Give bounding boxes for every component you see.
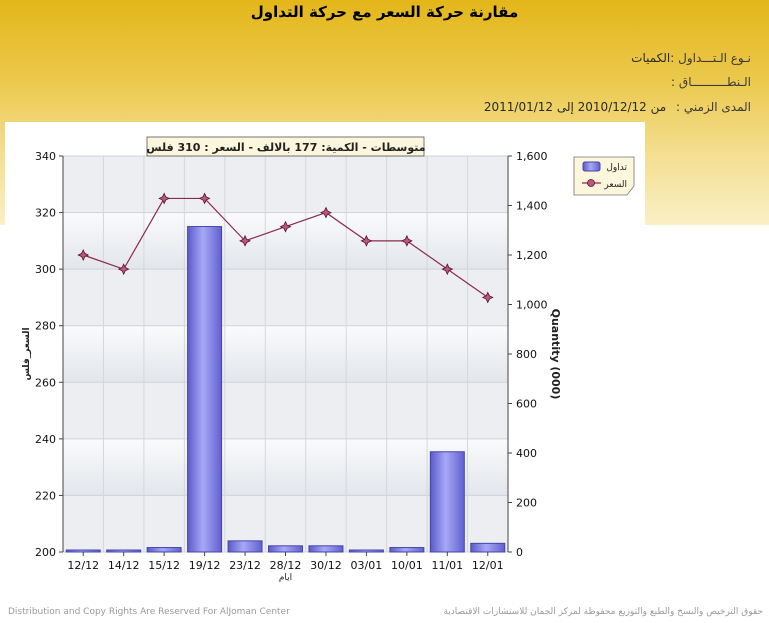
legend-swatch-bar <box>582 161 601 172</box>
right-tick-label: 800 <box>516 348 537 361</box>
bar-10/01 <box>389 547 425 553</box>
x-tick-label: 30/12 <box>310 559 342 572</box>
price-volume-chart: 200 220 240 260 280 300 320 340 0 200 400 600 800 1,0… <box>22 136 635 583</box>
left-tick-label: 320 <box>35 207 56 220</box>
price-point-14/12 <box>117 263 130 276</box>
trade-type-value: الكميات <box>631 51 671 65</box>
bar-19/12 <box>187 226 223 553</box>
legend-label-bar: تداول <box>606 163 627 173</box>
bar-28/12 <box>268 545 303 553</box>
price-point-10/01 <box>400 234 413 247</box>
footer-copyright-en: Distribution and Copy Rights Are Reserve… <box>8 607 290 617</box>
right-axis-title: Quantity (000) <box>549 309 562 400</box>
bar-14/12 <box>106 549 142 553</box>
trade-type-row: نـوع الـتـــداول :الكميات <box>631 51 751 65</box>
price-point-23/12 <box>239 234 251 247</box>
price-point-03/01 <box>360 234 373 247</box>
price-point-28/12 <box>279 220 292 233</box>
left-tick-label: 260 <box>35 376 56 389</box>
chart-title-box <box>146 136 425 157</box>
period-row: المدى الزمني : من 2010/12/12 إلى 2011/01… <box>484 100 751 114</box>
x-tick-label: 19/12 <box>189 559 221 572</box>
right-tick-label: 0 <box>516 546 523 559</box>
left-axis-title: السعر_فلس <box>22 327 32 380</box>
right-tick-label: 200 <box>516 497 537 510</box>
bar-11/01 <box>429 451 465 553</box>
bar-23/12 <box>227 540 263 553</box>
bar-30/12 <box>308 545 344 553</box>
sector-label: الـنطــــــــــاق : <box>671 75 751 89</box>
x-tick-label: 10/01 <box>391 559 423 572</box>
legend-swatch-marker <box>587 179 595 187</box>
footer-copyright-ar: حقوق الترخيص والنسخ والطبع والتوزيع محفو… <box>443 607 763 617</box>
period-value: من 2010/12/12 إلى 2011/01/12 <box>483 100 667 114</box>
left-tick-label: 220 <box>35 489 56 502</box>
sector-row: الـنطــــــــــاق : <box>671 75 751 89</box>
price-point-30/12 <box>320 206 332 219</box>
x-axis-label: ايام <box>279 573 292 583</box>
price-point-19/12 <box>198 192 211 205</box>
left-tick-label: 200 <box>35 546 56 559</box>
trade-type-label: نـوع الـتـــداول : <box>670 51 751 65</box>
chart-title: متوسطات - الكمية: 177 بالالف - السعر : 3… <box>146 141 425 154</box>
right-tick-label: 1,000 <box>516 299 548 312</box>
price-point-11/01 <box>441 263 454 276</box>
x-tick-label: 28/12 <box>270 559 302 572</box>
left-tick-label: 240 <box>35 433 56 446</box>
x-tick-label: 14/12 <box>108 559 140 572</box>
price-point-12/01 <box>481 291 494 304</box>
left-tick-label: 300 <box>35 263 56 276</box>
right-tick-label: 1,400 <box>516 200 548 213</box>
x-tick-label: 23/12 <box>229 559 261 572</box>
period-label: المدى الزمني : <box>676 100 751 114</box>
price-point-12/12 <box>77 249 90 261</box>
x-tick-label: 12/01 <box>472 559 504 572</box>
right-tick-label: 400 <box>516 447 537 460</box>
bar-12/01 <box>470 542 506 553</box>
x-tick-label: 15/12 <box>148 559 180 572</box>
x-tick-label: 11/01 <box>431 559 463 572</box>
plot-band <box>63 325 508 383</box>
bar-15/12 <box>146 547 182 553</box>
bar-03/01 <box>348 549 384 553</box>
price-point-15/12 <box>158 192 171 205</box>
legend-label-line: السعر <box>603 180 627 190</box>
bar-12/12 <box>65 549 101 553</box>
x-tick-label: 03/01 <box>351 559 383 572</box>
left-tick-label: 340 <box>35 150 56 163</box>
right-tick-label: 600 <box>516 398 537 411</box>
x-tick-label: 12/12 <box>67 559 99 572</box>
right-tick-label: 1,600 <box>516 150 548 163</box>
page-title: مقارنة حركة السعر مع حركة التداول <box>250 3 519 21</box>
left-tick-label: 280 <box>35 320 56 333</box>
right-tick-label: 1,200 <box>516 249 548 262</box>
